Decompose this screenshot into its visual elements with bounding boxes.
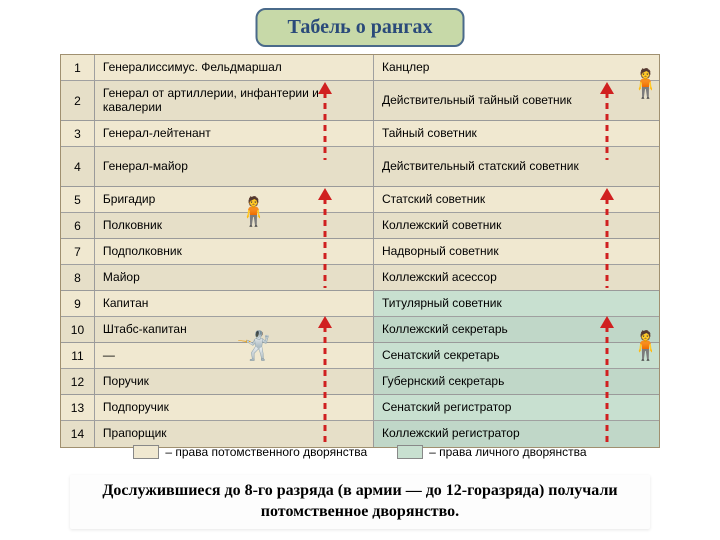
table-row: 11—Сенатский секретарь <box>61 343 659 369</box>
table-row: 13ПодпоручикСенатский регистратор <box>61 395 659 421</box>
ranks-table: 1Генералиссимус. ФельдмаршалКанцлер2Гене… <box>60 54 660 448</box>
legend-personal-label: – права личного дворянства <box>429 445 586 459</box>
rank-number: 6 <box>61 213 95 238</box>
legend-personal: – права личного дворянства <box>397 445 586 459</box>
military-rank: Генерал-майор <box>95 147 374 186</box>
rank-number: 8 <box>61 265 95 290</box>
table-row: 12ПоручикГубернский секретарь <box>61 369 659 395</box>
military-rank: Поручик <box>95 369 374 394</box>
military-rank: Прапорщик <box>95 421 374 447</box>
legend-hereditary: – права потомственного дворянства <box>133 445 367 459</box>
rank-number: 10 <box>61 317 95 342</box>
legend-hereditary-label: – права потомственного дворянства <box>165 445 367 459</box>
rank-number: 7 <box>61 239 95 264</box>
table-row: 10Штабс-капитанКоллежский секретарь <box>61 317 659 343</box>
civil-rank: Коллежский регистратор <box>374 421 659 447</box>
rank-number: 9 <box>61 291 95 316</box>
civil-rank: Сенатский секретарь <box>374 343 659 368</box>
military-rank: Бригадир <box>95 187 374 212</box>
table-row: 7ПодполковникНадворный советник <box>61 239 659 265</box>
table-row: 1Генералиссимус. ФельдмаршалКанцлер <box>61 55 659 81</box>
military-rank: Подпоручик <box>95 395 374 420</box>
table-row: 9КапитанТитулярный советник <box>61 291 659 317</box>
military-rank: Генерал-лейтенант <box>95 121 374 146</box>
military-rank: Полковник <box>95 213 374 238</box>
rank-number: 4 <box>61 147 95 186</box>
page-title: Табель о рангах <box>256 8 465 47</box>
table-row: 8МайорКоллежский асессор <box>61 265 659 291</box>
rank-number: 1 <box>61 55 95 80</box>
civil-rank: Действительный статский советник <box>374 147 659 186</box>
civil-rank: Коллежский советник <box>374 213 659 238</box>
civil-rank: Коллежский секретарь <box>374 317 659 342</box>
civil-rank: Действительный тайный советник <box>374 81 659 120</box>
rank-number: 12 <box>61 369 95 394</box>
table-row: 6ПолковникКоллежский советник <box>61 213 659 239</box>
rank-number: 5 <box>61 187 95 212</box>
rank-number: 2 <box>61 81 95 120</box>
military-rank: Майор <box>95 265 374 290</box>
civil-rank: Титулярный советник <box>374 291 659 316</box>
table-row: 2Генерал от артиллерии, инфантерии и кав… <box>61 81 659 121</box>
rank-number: 11 <box>61 343 95 368</box>
table-row: 3Генерал-лейтенантТайный советник <box>61 121 659 147</box>
rank-number: 14 <box>61 421 95 447</box>
military-rank: Капитан <box>95 291 374 316</box>
military-rank: — <box>95 343 374 368</box>
swatch-hereditary <box>133 445 159 459</box>
military-rank: Генералиссимус. Фельдмаршал <box>95 55 374 80</box>
civil-rank: Сенатский регистратор <box>374 395 659 420</box>
rank-number: 3 <box>61 121 95 146</box>
legend: – права потомственного дворянства – прав… <box>60 445 660 459</box>
caption: Дослужившиеся до 8-го разряда (в армии —… <box>70 475 650 529</box>
military-rank: Подполковник <box>95 239 374 264</box>
civil-rank: Тайный советник <box>374 121 659 146</box>
military-rank: Генерал от артиллерии, инфантерии и кава… <box>95 81 374 120</box>
civil-rank: Статский советник <box>374 187 659 212</box>
swatch-personal <box>397 445 423 459</box>
table-row: 14ПрапорщикКоллежский регистратор <box>61 421 659 447</box>
military-rank: Штабс-капитан <box>95 317 374 342</box>
civil-rank: Надворный советник <box>374 239 659 264</box>
civil-rank: Канцлер <box>374 55 659 80</box>
civil-rank: Губернский секретарь <box>374 369 659 394</box>
civil-rank: Коллежский асессор <box>374 265 659 290</box>
rank-number: 13 <box>61 395 95 420</box>
table-row: 4Генерал-майорДействительный статский со… <box>61 147 659 187</box>
table-row: 5БригадирСтатский советник <box>61 187 659 213</box>
